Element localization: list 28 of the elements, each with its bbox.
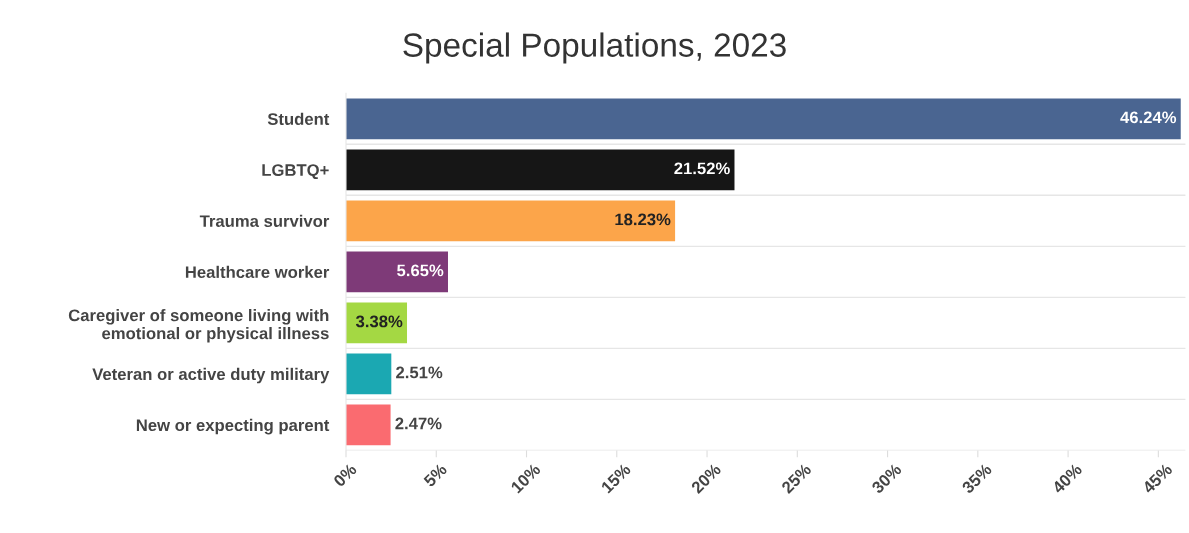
x-tick-label: 40%: [1051, 462, 1083, 495]
data-label: 18.23%: [615, 213, 671, 226]
x-tick-label: 30%: [870, 462, 903, 495]
data-label: 5.65%: [397, 264, 444, 277]
y-tick-label: LGBTQ+: [262, 164, 329, 180]
data-label: 2.47%: [395, 417, 442, 430]
y-tick-label: New or expecting parent: [136, 418, 330, 435]
chart-title: Special Populations, 2023: [403, 32, 786, 64]
y-tick-label: Veteran or active duty military: [92, 367, 330, 384]
bar: [346, 200, 676, 242]
bar: [346, 98, 1181, 140]
data-label: 21.52%: [674, 162, 730, 175]
y-tick-label: Caregiver of someone living with emotional or physical illness: [68, 309, 329, 343]
x-tick-label: 0%: [332, 462, 358, 488]
y-tick-label: Student: [267, 112, 330, 125]
x-tick-label: 5%: [422, 462, 448, 488]
data-label: 46.24%: [1120, 111, 1177, 124]
y-tick-label: Healthcare worker: [185, 265, 330, 279]
bar: [346, 302, 408, 344]
bar: [346, 149, 735, 191]
bar: [346, 404, 391, 446]
x-tick-label: 35%: [961, 462, 993, 495]
x-tick-label: 45%: [1141, 462, 1173, 495]
bar: [346, 251, 448, 293]
data-label: 2.51%: [396, 366, 443, 379]
bar: [346, 353, 392, 395]
data-label: 3.38%: [355, 315, 403, 328]
y-tick-label: Trauma survivor: [199, 214, 330, 228]
